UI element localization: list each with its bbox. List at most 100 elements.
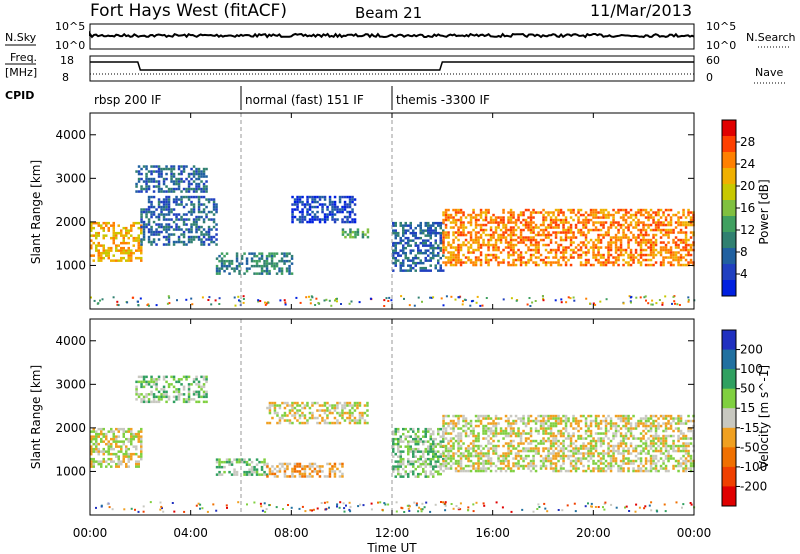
echo-cell (218, 259, 221, 263)
echo-cell (442, 218, 445, 222)
echo-cell (649, 223, 653, 227)
echo-cell (152, 177, 156, 181)
echo-cell (412, 460, 415, 463)
echo-cell (582, 442, 585, 445)
echo-cell (283, 472, 287, 476)
echo-cell (477, 223, 480, 227)
echo-cell (125, 450, 128, 453)
echo-cell (122, 455, 125, 458)
echo-cell (187, 218, 191, 221)
echo-cell (672, 238, 675, 242)
echo-cell (614, 221, 618, 224)
echo-cell (187, 390, 191, 394)
echo-cell (624, 424, 628, 428)
echo-cell (429, 231, 432, 235)
echo-cell (313, 401, 317, 405)
echo-cell (577, 424, 580, 428)
echo-cell (125, 447, 128, 451)
echo-cell (467, 241, 470, 244)
echo-cell (343, 220, 347, 224)
echo-cell (207, 218, 211, 221)
echo-cell (539, 439, 543, 443)
echo-cell (557, 248, 560, 252)
echo-cell (100, 432, 103, 436)
echo-cell (125, 229, 128, 232)
echo-cell (647, 444, 650, 448)
echo-cell (469, 218, 473, 222)
echo-cell (308, 467, 312, 471)
echo-cell (509, 246, 513, 249)
echo-cell (439, 467, 442, 471)
echo-cell (427, 447, 430, 451)
echo-cell (419, 462, 422, 466)
echo-cell (333, 200, 337, 204)
echo-cell (622, 457, 625, 460)
echo-cell (432, 251, 435, 255)
echo-cell (672, 256, 675, 259)
echo-cell (574, 213, 578, 217)
echo-cell (667, 251, 670, 254)
echo-cell (417, 236, 420, 240)
echo-cell (664, 424, 668, 428)
echo-cell (554, 434, 558, 438)
echo-cell (469, 238, 473, 242)
echo-cell (422, 241, 425, 245)
echo-cell (472, 447, 475, 450)
echo-cell (672, 447, 675, 450)
echo-cell (629, 238, 633, 242)
echo-cell (657, 434, 660, 438)
echo-cell (522, 457, 525, 460)
echo-cell (172, 213, 176, 216)
echo-cell (529, 253, 533, 257)
echo-cell (102, 246, 105, 250)
echo-cell (353, 198, 357, 201)
echo-cell (569, 223, 573, 227)
echo-cell (684, 258, 688, 262)
echo-cell (614, 422, 618, 425)
echo-cell (100, 462, 103, 466)
echo-cell (125, 234, 128, 237)
echo-cell (336, 411, 339, 415)
echo-cell (627, 246, 630, 249)
cpid-row: rbsp 200 IF normal (fast) 151 IF themis -3… (94, 86, 490, 110)
echo-cell (562, 457, 565, 460)
echo-cell (587, 459, 590, 463)
echo-cell (452, 256, 455, 259)
echo-cell (677, 439, 680, 443)
echo-cell (278, 406, 282, 410)
echo-cell (502, 226, 505, 229)
echo-cell (102, 236, 105, 240)
echo-cell (444, 454, 448, 458)
echo-cell (442, 459, 445, 463)
echo-cell (679, 263, 683, 267)
echo-cell (336, 467, 339, 471)
echo-cell (180, 195, 183, 199)
echo-cell (447, 256, 450, 259)
echo-cell (634, 241, 638, 244)
echo-cell (542, 261, 545, 264)
echo-cell (177, 228, 181, 231)
echo-cell (260, 272, 264, 275)
echo-cell (654, 447, 658, 450)
echo-cell (112, 236, 115, 240)
echo-cell (627, 429, 630, 433)
echo-cell (205, 185, 208, 188)
echo-cell (343, 205, 347, 209)
echo-cell (669, 251, 673, 254)
echo-cell (684, 469, 688, 473)
echo-cell (519, 228, 523, 232)
echo-cell (672, 457, 675, 460)
echo-cell (402, 259, 405, 262)
echo-cell (207, 210, 211, 214)
echo-cell (502, 444, 505, 448)
echo-cell (100, 460, 103, 463)
echo-cell (452, 216, 455, 219)
echo-cell (494, 246, 498, 249)
echo-cell (424, 475, 427, 478)
echo-cell (464, 256, 468, 259)
echo-cell (197, 170, 201, 173)
echo-cell (644, 228, 648, 232)
echo-cell (192, 378, 196, 381)
echo-cell (429, 246, 432, 250)
echo-cell (167, 395, 171, 399)
